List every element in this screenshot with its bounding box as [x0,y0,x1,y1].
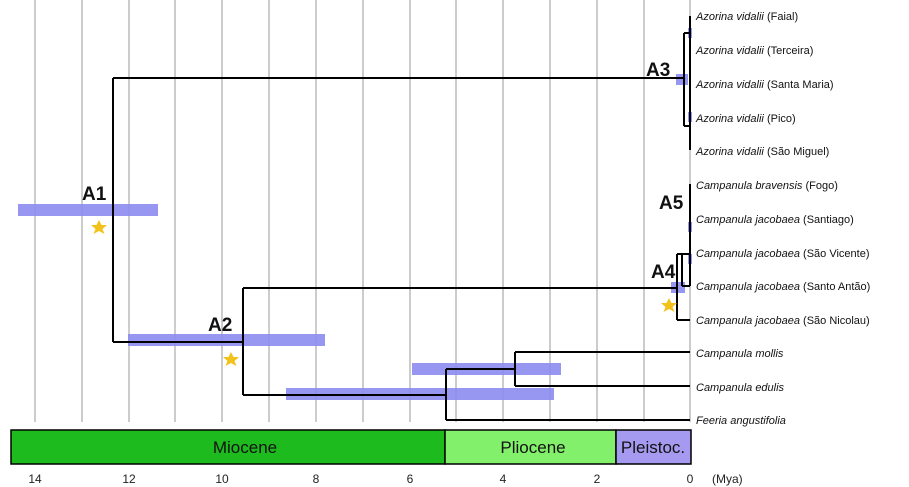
node-label-a5: A5 [659,193,684,214]
tip-label: Azorina vidalii (Faial) [695,11,798,23]
calibration-star-icon [91,220,107,234]
axis-tick-label: 8 [313,472,320,486]
node-label-a4: A4 [651,262,676,283]
node-label-a3: A3 [646,60,670,81]
time-axis: 14 12 10 8 6 4 2 0 (Mya) [28,472,742,486]
axis-tick-label: 0 [687,472,694,486]
hpd-bar-a3 [676,74,688,85]
axis-tick-label: 2 [594,472,601,486]
tip-labels: Azorina vidalii (Faial) Azorina vidalii … [695,11,870,427]
epoch-label-miocene: Miocene [213,438,277,457]
tip-label: Campanula edulis [696,382,785,394]
calibration-star-icon [223,352,239,366]
axis-tick-label: 6 [407,472,414,486]
calibration-star-icon [661,298,677,312]
tip-label: Campanula jacobaea (Santiago) [696,214,854,226]
tip-label: Azorina vidalii (São Miguel) [695,146,829,158]
tip-label: Campanula jacobaea (Santo Antão) [696,281,870,293]
epoch-pliocene [444,429,617,465]
tip-label: Azorina vidalii (Pico) [695,113,796,125]
calibration-markers [91,220,677,366]
axis-tick-label: 10 [215,472,229,486]
epoch-pleistocene [615,429,692,465]
tip-label: Campanula mollis [696,348,784,360]
hpd-bars [18,28,692,400]
hpd-bar-a1 [18,204,158,216]
tip-label: Campanula jacobaea (São Vicente) [696,248,869,260]
tip-label: Feeria angustifolia [696,415,786,427]
node-label-a1: A1 [82,184,107,205]
epoch-bar [10,429,692,465]
epoch-miocene [10,429,446,465]
node-label-a2: A2 [208,315,232,336]
axis-tick-label: 14 [28,472,42,486]
epoch-label-pliocene: Pliocene [500,438,565,457]
epoch-labels: Miocene Pliocene Pleistoc. [213,438,685,457]
tip-label: Azorina vidalii (Santa Maria) [695,79,834,91]
epoch-label-pleistocene: Pleistoc. [621,438,685,457]
tip-label: Azorina vidalii (Terceira) [695,45,813,57]
axis-unit-label: (Mya) [712,472,743,486]
node-labels: A1 A2 A3 A4 A5 [82,60,684,336]
axis-tick-label: 12 [122,472,136,486]
axis-tick-label: 4 [500,472,507,486]
tip-label: Campanula jacobaea (São Nicolau) [696,315,870,327]
branches [112,16,691,421]
tip-label: Campanula bravensis (Fogo) [696,180,838,192]
